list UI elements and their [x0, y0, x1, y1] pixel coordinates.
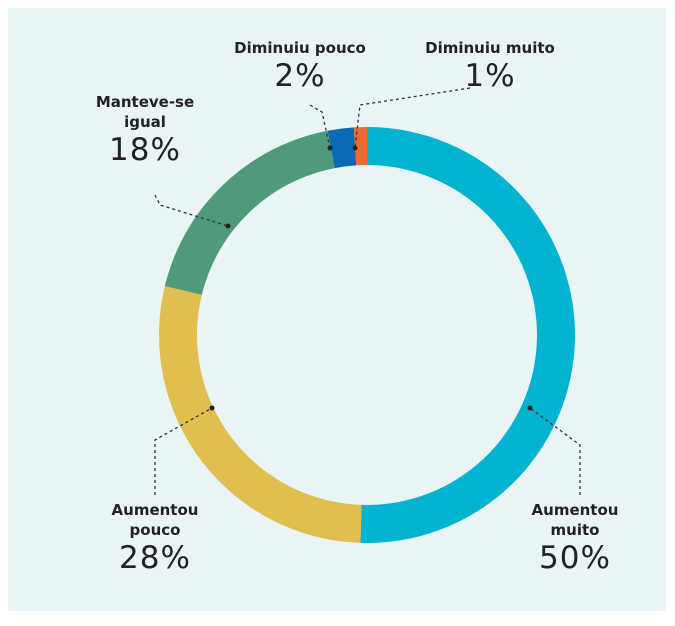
value-label: 50%	[539, 540, 611, 576]
leader	[354, 87, 471, 149]
category-label: Aumentou muito	[531, 501, 619, 539]
leader-dot	[327, 145, 333, 151]
donut-segment	[360, 127, 575, 543]
donut-segment	[353, 127, 367, 166]
label: Manteve-se igual 18%	[85, 92, 205, 168]
category-label: Diminuiu pouco	[234, 39, 366, 57]
label: Diminuiu pouco 2%	[220, 38, 380, 94]
label: Diminuiu muito 1%	[410, 38, 570, 94]
leader-dot	[352, 145, 358, 151]
value-label: 28%	[119, 540, 191, 576]
label: Aumentou muito 50%	[510, 500, 640, 576]
leader	[154, 407, 213, 495]
donut-segment	[159, 285, 362, 543]
category-label: Diminuiu muito	[425, 39, 555, 57]
category-label: Manteve-se igual	[95, 93, 195, 131]
leader-dot	[209, 405, 215, 411]
category-label: Aumentou pouco	[111, 501, 199, 539]
leader-dot	[527, 405, 533, 411]
leader	[309, 104, 331, 149]
value-label: 1%	[464, 58, 516, 94]
leader-dot	[225, 223, 231, 229]
label: Aumentou pouco 28%	[90, 500, 220, 576]
donut-segment	[327, 127, 357, 169]
leaders	[154, 87, 581, 495]
value-label: 18%	[109, 132, 181, 168]
donut-segment	[164, 130, 335, 295]
value-label: 2%	[274, 58, 326, 94]
leader	[529, 407, 581, 495]
